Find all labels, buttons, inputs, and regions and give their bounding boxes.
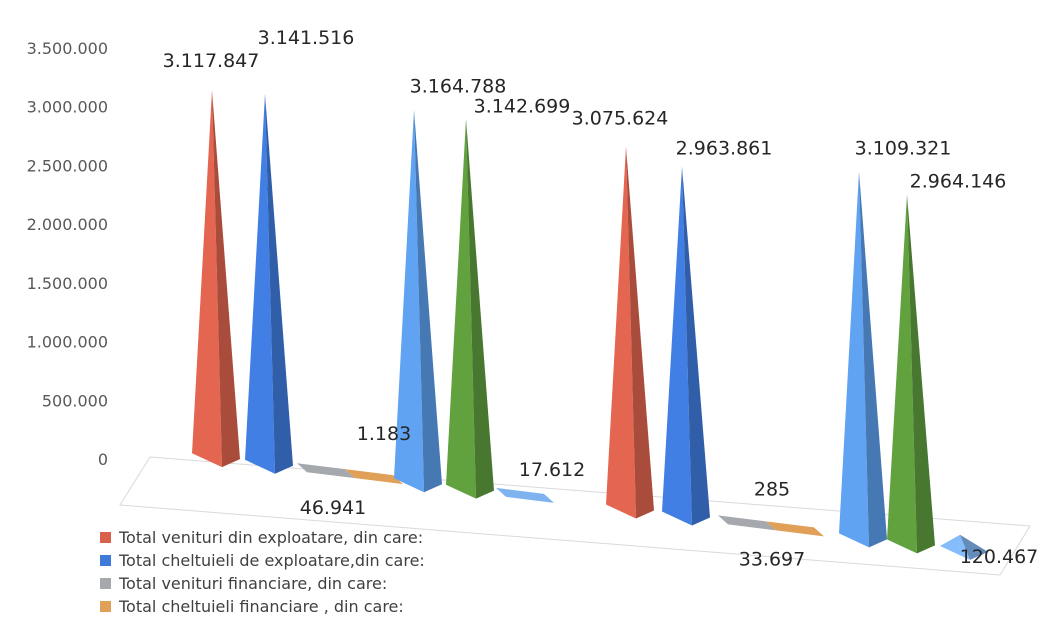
legend-swatch xyxy=(100,601,111,612)
pyramid-bar xyxy=(212,90,240,468)
data-label: 3.164.788 xyxy=(410,76,507,98)
y-tick-label: 2.500.000 xyxy=(27,156,108,175)
pyramid-bar xyxy=(345,469,403,485)
y-tick-label: 500.000 xyxy=(42,391,108,410)
floor-plane xyxy=(119,456,1031,576)
legend-label: Total cheltuieli financiare , din care: xyxy=(119,597,404,616)
pyramid-bar xyxy=(859,171,887,548)
pyramid-bar xyxy=(766,521,824,537)
y-tick-label: 0 xyxy=(98,450,108,469)
pyramid-bar xyxy=(682,166,710,526)
legend: Total venituri din exploatare, din care:… xyxy=(100,526,425,618)
y-tick-label: 1.000.000 xyxy=(27,333,108,352)
pyramid-bar xyxy=(414,109,442,493)
pyramid-bar xyxy=(496,487,554,503)
bar-series xyxy=(192,90,988,560)
legend-item: Total venituri financiare, din care: xyxy=(100,572,425,595)
data-label: 3.109.321 xyxy=(855,137,952,159)
y-tick-label: 2.000.000 xyxy=(27,215,108,234)
data-label: 3.117.847 xyxy=(163,50,260,72)
legend-item: Total cheltuieli de exploatare,din care: xyxy=(100,549,425,572)
legend-label: Total venituri din exploatare, din care: xyxy=(119,528,424,547)
pyramid-bar xyxy=(606,146,636,519)
data-label: 2.963.861 xyxy=(676,137,773,159)
pyramid-bar xyxy=(394,109,424,493)
y-tick-label: 1.500.000 xyxy=(27,274,108,293)
data-labels: 3.117.8473.141.51646.9411.1833.164.7883.… xyxy=(163,27,1039,571)
legend-swatch xyxy=(100,532,111,543)
pyramid-bar xyxy=(265,93,293,474)
pyramid-bar xyxy=(960,534,988,560)
legend-label: Total cheltuieli de exploatare,din care: xyxy=(119,551,425,570)
data-label: 120.467 xyxy=(960,546,1039,568)
pyramid-bar xyxy=(466,118,494,499)
data-label: 3.142.699 xyxy=(474,96,571,118)
data-label: 17.612 xyxy=(519,459,585,481)
pyramid-bar xyxy=(662,166,692,526)
data-label: 3.141.516 xyxy=(258,27,355,49)
legend-item: Total venituri din exploatare, din care: xyxy=(100,526,425,549)
data-label: 33.697 xyxy=(739,548,805,570)
data-label: 46.941 xyxy=(300,497,366,519)
legend-swatch xyxy=(100,555,111,566)
pyramid-bar xyxy=(297,463,355,479)
legend-swatch xyxy=(100,578,111,589)
y-axis: 0 500.000 1.000.000 1.500.000 2.000.000 2.500… xyxy=(27,39,108,469)
data-label: 285 xyxy=(754,478,790,500)
pyramid-bar xyxy=(626,146,654,519)
data-label: 2.964.146 xyxy=(910,170,1007,192)
legend-label: Total venituri financiare, din care: xyxy=(119,574,388,593)
data-label: 1.183 xyxy=(357,423,411,445)
legend-item: Total cheltuieli financiare , din care: xyxy=(100,595,425,618)
data-label: 3.075.624 xyxy=(572,107,669,129)
pyramid-bar xyxy=(718,515,776,531)
chart-floor xyxy=(119,456,1031,576)
pyramid-bar xyxy=(907,194,935,554)
y-tick-label: 3.000.000 xyxy=(27,98,108,117)
y-tick-label: 3.500.000 xyxy=(27,39,108,58)
